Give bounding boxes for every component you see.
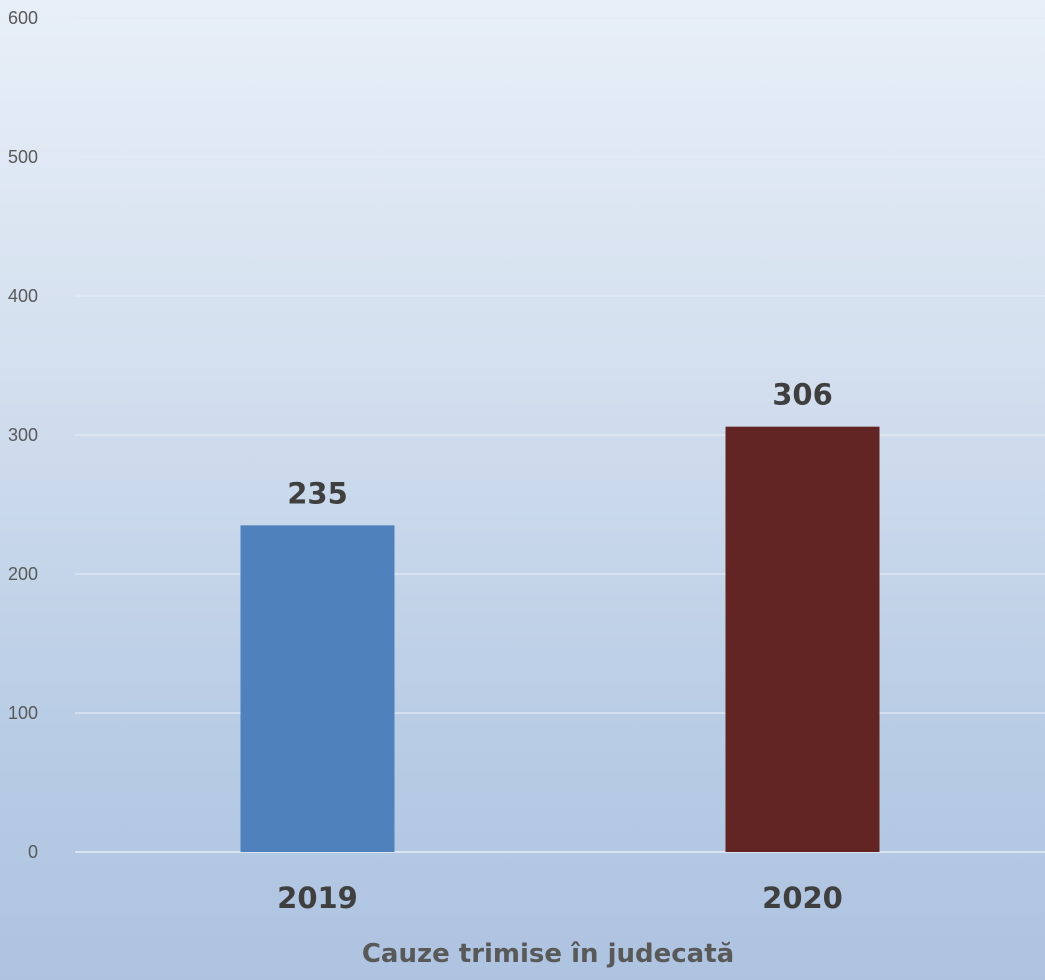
data-label-2019: 235 xyxy=(287,476,348,510)
data-label-2020: 306 xyxy=(772,378,833,412)
bars xyxy=(240,426,880,852)
labels: 0 100 200 300 400 500 600 235 2019 306 2020 xyxy=(8,8,843,915)
y-tick-label: 100 xyxy=(8,703,38,723)
x-tick-label-2020: 2020 xyxy=(762,881,843,915)
y-tick-label: 200 xyxy=(8,564,38,584)
gridlines xyxy=(75,17,1045,853)
bar-2019 xyxy=(240,525,395,852)
y-tick-label: 500 xyxy=(8,147,38,167)
y-tick-label: 300 xyxy=(8,425,38,445)
x-axis-title: Cauze trimise în judecată xyxy=(362,939,734,969)
y-tick-label: 600 xyxy=(8,8,38,28)
x-tick-label-2019: 2019 xyxy=(277,881,358,915)
y-tick-label: 0 xyxy=(28,842,38,862)
y-tick-label: 400 xyxy=(8,286,38,306)
bar-2020 xyxy=(725,426,880,852)
